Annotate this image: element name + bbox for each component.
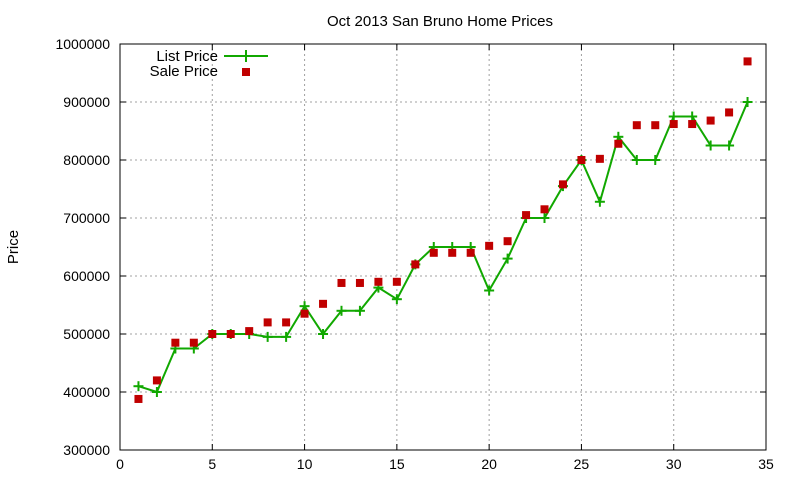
sale-price-point <box>669 120 678 129</box>
sale-price-point <box>337 278 346 287</box>
sale-price-point <box>355 278 364 287</box>
x-tick-label: 30 <box>666 456 682 472</box>
sale-price-point <box>522 211 531 220</box>
list-price-point <box>687 111 698 122</box>
y-tick-label: 900000 <box>63 94 110 110</box>
x-tick-label: 0 <box>116 456 124 472</box>
x-tick-label: 20 <box>481 456 497 472</box>
list-price-point <box>650 155 661 165</box>
sale-price-point <box>485 241 494 250</box>
x-tick-label: 5 <box>208 456 216 472</box>
sale-price-point <box>632 121 641 130</box>
sale-price-point <box>226 330 235 338</box>
list-price-line <box>138 101 749 394</box>
list-price-point <box>484 285 495 296</box>
sale-price-point <box>540 205 549 214</box>
sale-price-point <box>558 180 567 189</box>
x-tick-label: 25 <box>574 456 590 472</box>
y-tick-label: 400000 <box>63 384 110 400</box>
legend-label-sale-price: Sale Price <box>150 63 218 80</box>
sale-price-point <box>429 248 438 257</box>
sale-price-point <box>171 338 180 347</box>
y-tick-label: 500000 <box>63 326 110 342</box>
list-price-point <box>318 329 329 339</box>
x-tick-label: 15 <box>389 456 405 472</box>
list-price-point <box>262 331 273 342</box>
list-price-point <box>281 331 292 342</box>
y-axis-title: Price <box>5 230 22 264</box>
sale-price-point <box>651 121 660 130</box>
legend-label-list-price: List Price <box>156 48 218 65</box>
sale-price-point <box>743 57 752 66</box>
list-price-point <box>631 155 642 165</box>
sale-price-point <box>134 394 143 403</box>
sale-price-point <box>282 318 291 327</box>
list-price-point <box>391 294 402 305</box>
y-tick-label: 300000 <box>63 442 110 458</box>
series-layer <box>133 57 753 403</box>
axis-ticks: 0 5 10 15 20 25 30 35 300000 400000 500000 600000 70… <box>55 36 774 472</box>
plot-frame <box>119 43 767 451</box>
x-tick-label: 35 <box>758 456 774 472</box>
sale-price-point <box>152 376 161 385</box>
y-tick-label: 700000 <box>63 210 110 226</box>
sale-price-point <box>595 154 604 163</box>
list-price-point <box>336 305 347 316</box>
list-price-point <box>742 97 753 107</box>
list-price-point <box>133 381 144 392</box>
list-price-point <box>705 140 716 151</box>
sale-price-point <box>189 338 198 347</box>
list-price-point <box>668 111 679 122</box>
sale-price-point <box>245 327 254 336</box>
legend-marker-list-price <box>240 50 252 62</box>
sale-price-point <box>392 277 401 286</box>
list-price-point <box>724 140 735 151</box>
sale-price-point <box>319 299 328 308</box>
list-price-point <box>502 253 513 264</box>
y-tick-label: 1000000 <box>55 36 110 52</box>
legend-marker-sale-price <box>242 68 250 76</box>
list-price-point <box>594 196 605 207</box>
y-tick-label: 800000 <box>63 152 110 168</box>
list-price-point <box>151 387 162 397</box>
sale-price-point <box>725 108 734 117</box>
list-price-point <box>299 301 310 312</box>
y-tick-label: 600000 <box>63 268 110 284</box>
sale-price-point <box>614 139 623 148</box>
chart-title: Oct 2013 San Bruno Home Prices <box>327 13 553 30</box>
sale-price-point <box>411 260 420 269</box>
sale-price-point <box>300 309 309 318</box>
legend: List Price Sale Price <box>150 48 268 80</box>
sale-price-point <box>263 318 272 327</box>
sale-price-point <box>208 330 217 338</box>
x-tick-label: 10 <box>297 456 313 472</box>
list-price-point <box>539 213 550 223</box>
sale-price-point <box>688 120 697 129</box>
sale-price-point <box>448 248 457 257</box>
sale-price-point <box>374 277 383 286</box>
sale-price-point <box>577 156 586 164</box>
sale-price-point <box>706 116 715 125</box>
sale-price-point <box>503 237 512 246</box>
sale-price-point <box>466 248 475 257</box>
list-price-point <box>354 305 365 316</box>
